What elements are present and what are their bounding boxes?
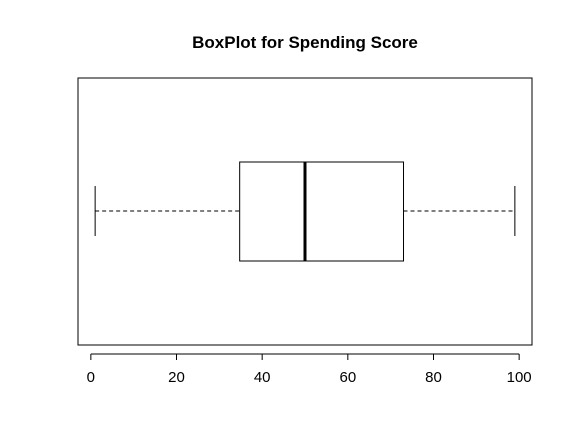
chart-title: BoxPlot for Spending Score bbox=[192, 33, 418, 52]
x-tick-label: 60 bbox=[339, 369, 356, 386]
x-tick-label: 80 bbox=[425, 369, 442, 386]
x-tick-label: 40 bbox=[254, 369, 271, 386]
iqr-box bbox=[239, 161, 405, 262]
x-tick-label: 100 bbox=[507, 369, 532, 386]
x-tick-label: 20 bbox=[168, 369, 185, 386]
plot-frame bbox=[77, 77, 533, 346]
x-tick-label: 0 bbox=[87, 369, 95, 386]
